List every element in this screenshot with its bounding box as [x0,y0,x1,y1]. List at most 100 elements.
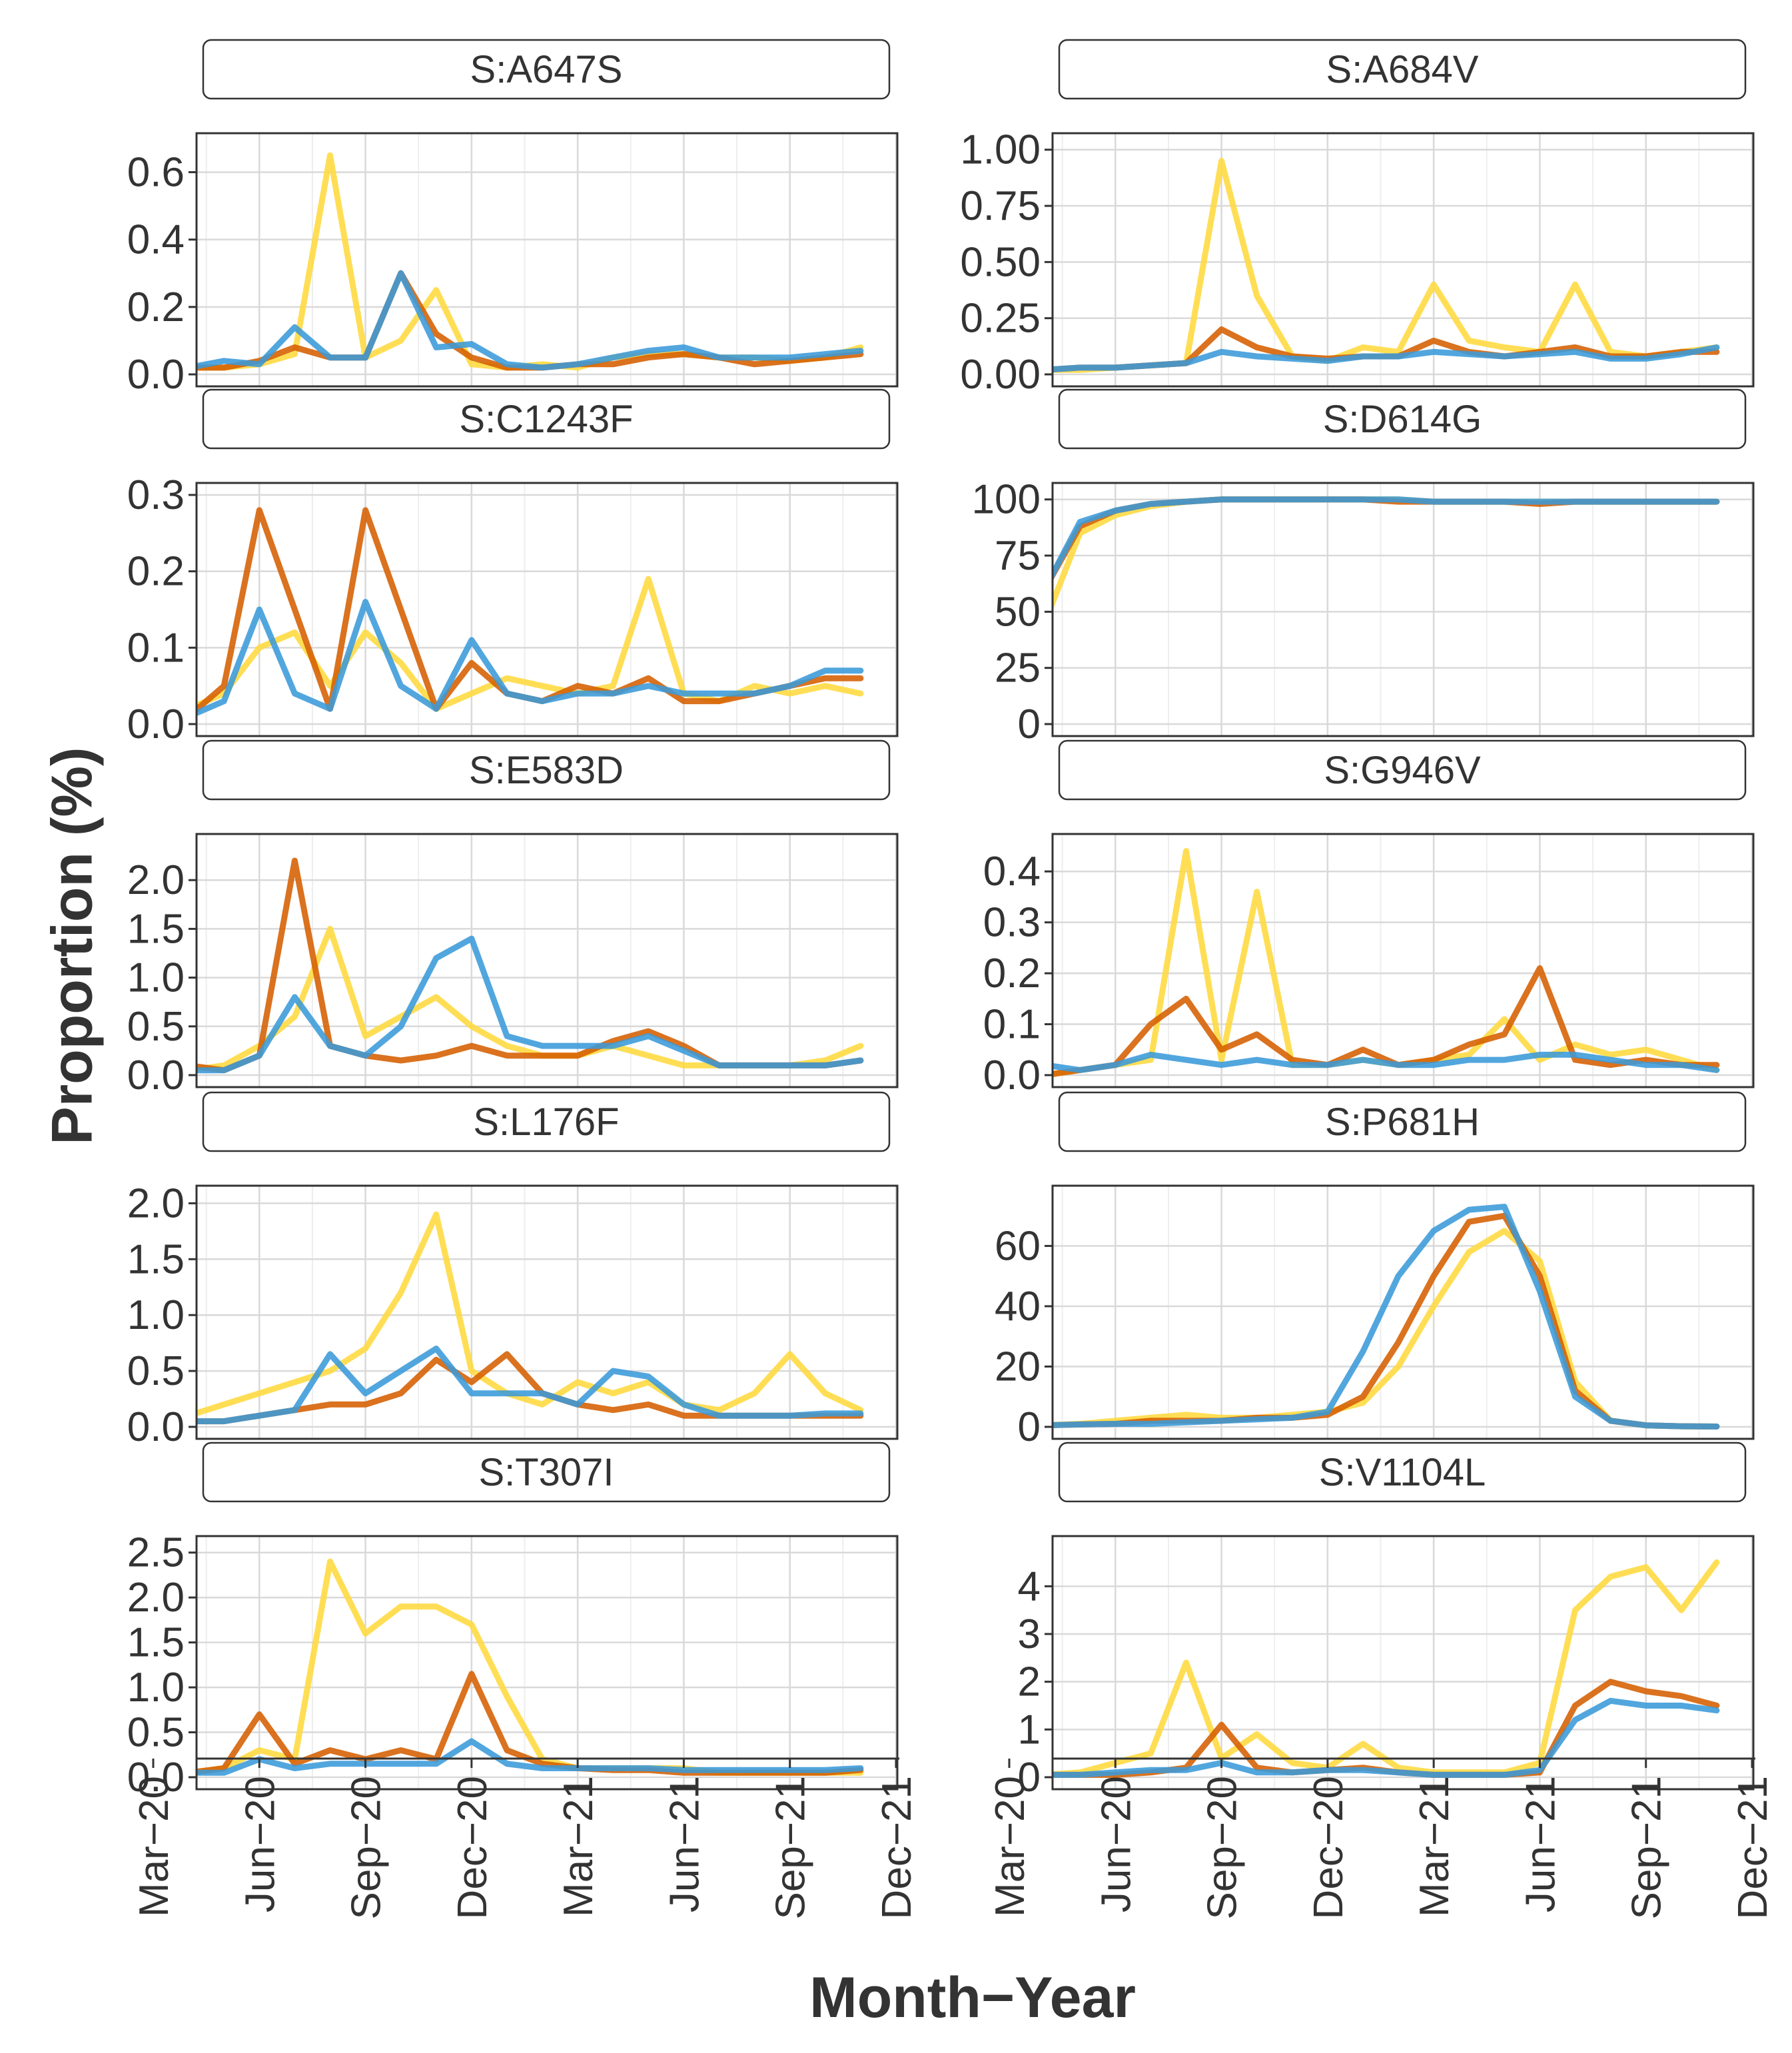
y-tick-label: 2.0 [127,1575,185,1621]
y-tick-label: 0.0 [127,701,185,747]
panel-title: S:G946V [1324,749,1481,792]
y-tick-label: 0.6 [127,149,185,195]
series-line-orange [197,1671,864,1776]
panel-title: S:D614G [1323,398,1482,441]
y-tick-label: 3 [1018,1611,1041,1657]
series-line-blue [197,1738,864,1776]
y-tick-label: 75 [995,533,1041,579]
x-tick-label: Dec−21 [874,1776,920,1919]
y-tick-label: 0.2 [127,549,185,595]
x-tick-label: Jun−20 [1093,1776,1139,1912]
panel-border [1051,1184,1755,1440]
panel-title: S:A647S [470,48,623,91]
x-tick-label: Jun−20 [237,1776,283,1912]
y-tick-label: 100 [972,477,1041,523]
x-tick-label: Mar−20 [131,1776,177,1917]
panel-border [1051,132,1755,388]
series-line-blue [197,599,864,717]
series-line-blue [197,1346,864,1425]
x-tick-label: Mar−21 [556,1776,602,1917]
y-tick-label: 2 [1018,1659,1041,1705]
y-tick-label: 1.5 [127,1620,185,1666]
panel-strip [202,739,891,801]
y-tick-label: 0.0 [983,1052,1041,1098]
series-group [197,857,864,1074]
series-group [197,1211,864,1425]
panel: S:A647S 0.0 0.2 0.4 0.6 [127,39,899,398]
panel-border [195,482,899,737]
y-tick-label: 0.2 [983,951,1041,997]
y-tick-label: 0.50 [960,239,1041,285]
x-tick-label: Jun−21 [662,1776,707,1912]
y-tick-label: 2.5 [127,1530,185,1576]
panel-strip [1058,739,1747,801]
panel-border [1051,482,1755,737]
series-group [1053,1559,1720,1778]
series-group [1053,496,1720,612]
x-tick-label: Mar−20 [987,1776,1033,1917]
y-tick-label: 0.3 [127,472,185,518]
panel-title: S:A684V [1326,48,1479,91]
y-tick-label: 0.5 [127,1348,185,1394]
panel: S:L176F 0.0 0.5 1.0 1.5 2.0 [127,1091,899,1450]
x-tick-label: Dec−20 [450,1776,496,1919]
y-tick-label: 2.0 [127,857,185,903]
y-tick-label: 50 [995,589,1041,635]
panel-title: S:C1243F [459,398,633,441]
panel: S:G946V 0.00.1 0.2 0.3 0.4 [983,739,1755,1098]
series-line-yellow [197,1558,864,1776]
series-line-blue [197,270,864,371]
y-tick-label: 0.00 [960,352,1041,398]
panel-strip [202,39,891,100]
y-tick-label: 0.4 [983,849,1041,895]
panel-title: S:P681H [1325,1100,1480,1144]
series-line-yellow [1053,496,1720,612]
y-tick-label: 0.1 [983,1002,1041,1048]
x-axis-title: Month−Year [809,1966,1136,2030]
panel-title: S:V1104L [1319,1451,1486,1494]
y-tick-label: 0.0 [127,352,185,398]
y-tick-label: 0.2 [127,284,185,330]
series-line-blue [1053,1697,1720,1778]
panel-strip [202,388,891,450]
series-line-yellow [1053,158,1720,373]
panel-strip [1058,388,1747,450]
y-tick-label: 0.0 [127,1755,185,1801]
panel-border [1051,1535,1755,1791]
x-tick-label: Mar−21 [1412,1776,1458,1917]
panel: S:D614G 0 25 50 75 100 [972,388,1755,747]
y-tick-label: 1 [1018,1707,1041,1753]
panel-strip [1058,39,1747,100]
x-axis: Mar−20 Jun−20 Sep−20 Dec−20 Mar−21 Jun−21 Sep−… [987,1757,1776,1920]
x-tick-label: Sep−21 [1624,1776,1670,1920]
y-tick-label: 1.00 [960,127,1041,173]
y-tick-label: 0.4 [127,217,185,263]
panel: S:C1243F 0.0 0.1 0.2 0.3 [127,388,899,747]
y-tick-label: 0.5 [127,1710,185,1756]
y-tick-label: 20 [995,1344,1041,1390]
series-line-yellow [1053,1559,1720,1778]
x-tick-label: Sep−21 [768,1776,814,1920]
y-tick-label: 40 [995,1284,1041,1330]
y-tick-label: 0.25 [960,296,1041,342]
series-line-blue [1053,344,1720,373]
panel-strip [202,1441,891,1503]
x-tick-label: Jun−21 [1518,1776,1564,1912]
series-group [197,152,864,371]
y-tick-label: 0.0 [127,1052,185,1098]
y-tick-label: 0.1 [127,625,185,671]
y-tick-label: 1.0 [127,1665,185,1711]
series-group [197,1558,864,1776]
y-tick-label: 1.0 [127,1292,185,1338]
x-tick-label: Dec−21 [1730,1776,1776,1919]
series-line-blue [1053,1204,1720,1430]
series-line-orange [1053,1212,1720,1430]
panel: S:A684V 0.00 0.25 0.50 0.75 1.00 [960,39,1755,398]
panel-title: S:L176F [473,1100,619,1144]
y-tick-label: 0.0 [127,1404,185,1450]
panel: S:E583D 0.00.51.01.52.0 [127,739,899,1098]
x-axes: Mar−20 Jun−20 Sep−20 Dec−20 Mar−21 Jun−21 Sep−… [131,1757,1776,1920]
panel-border [195,1535,899,1791]
